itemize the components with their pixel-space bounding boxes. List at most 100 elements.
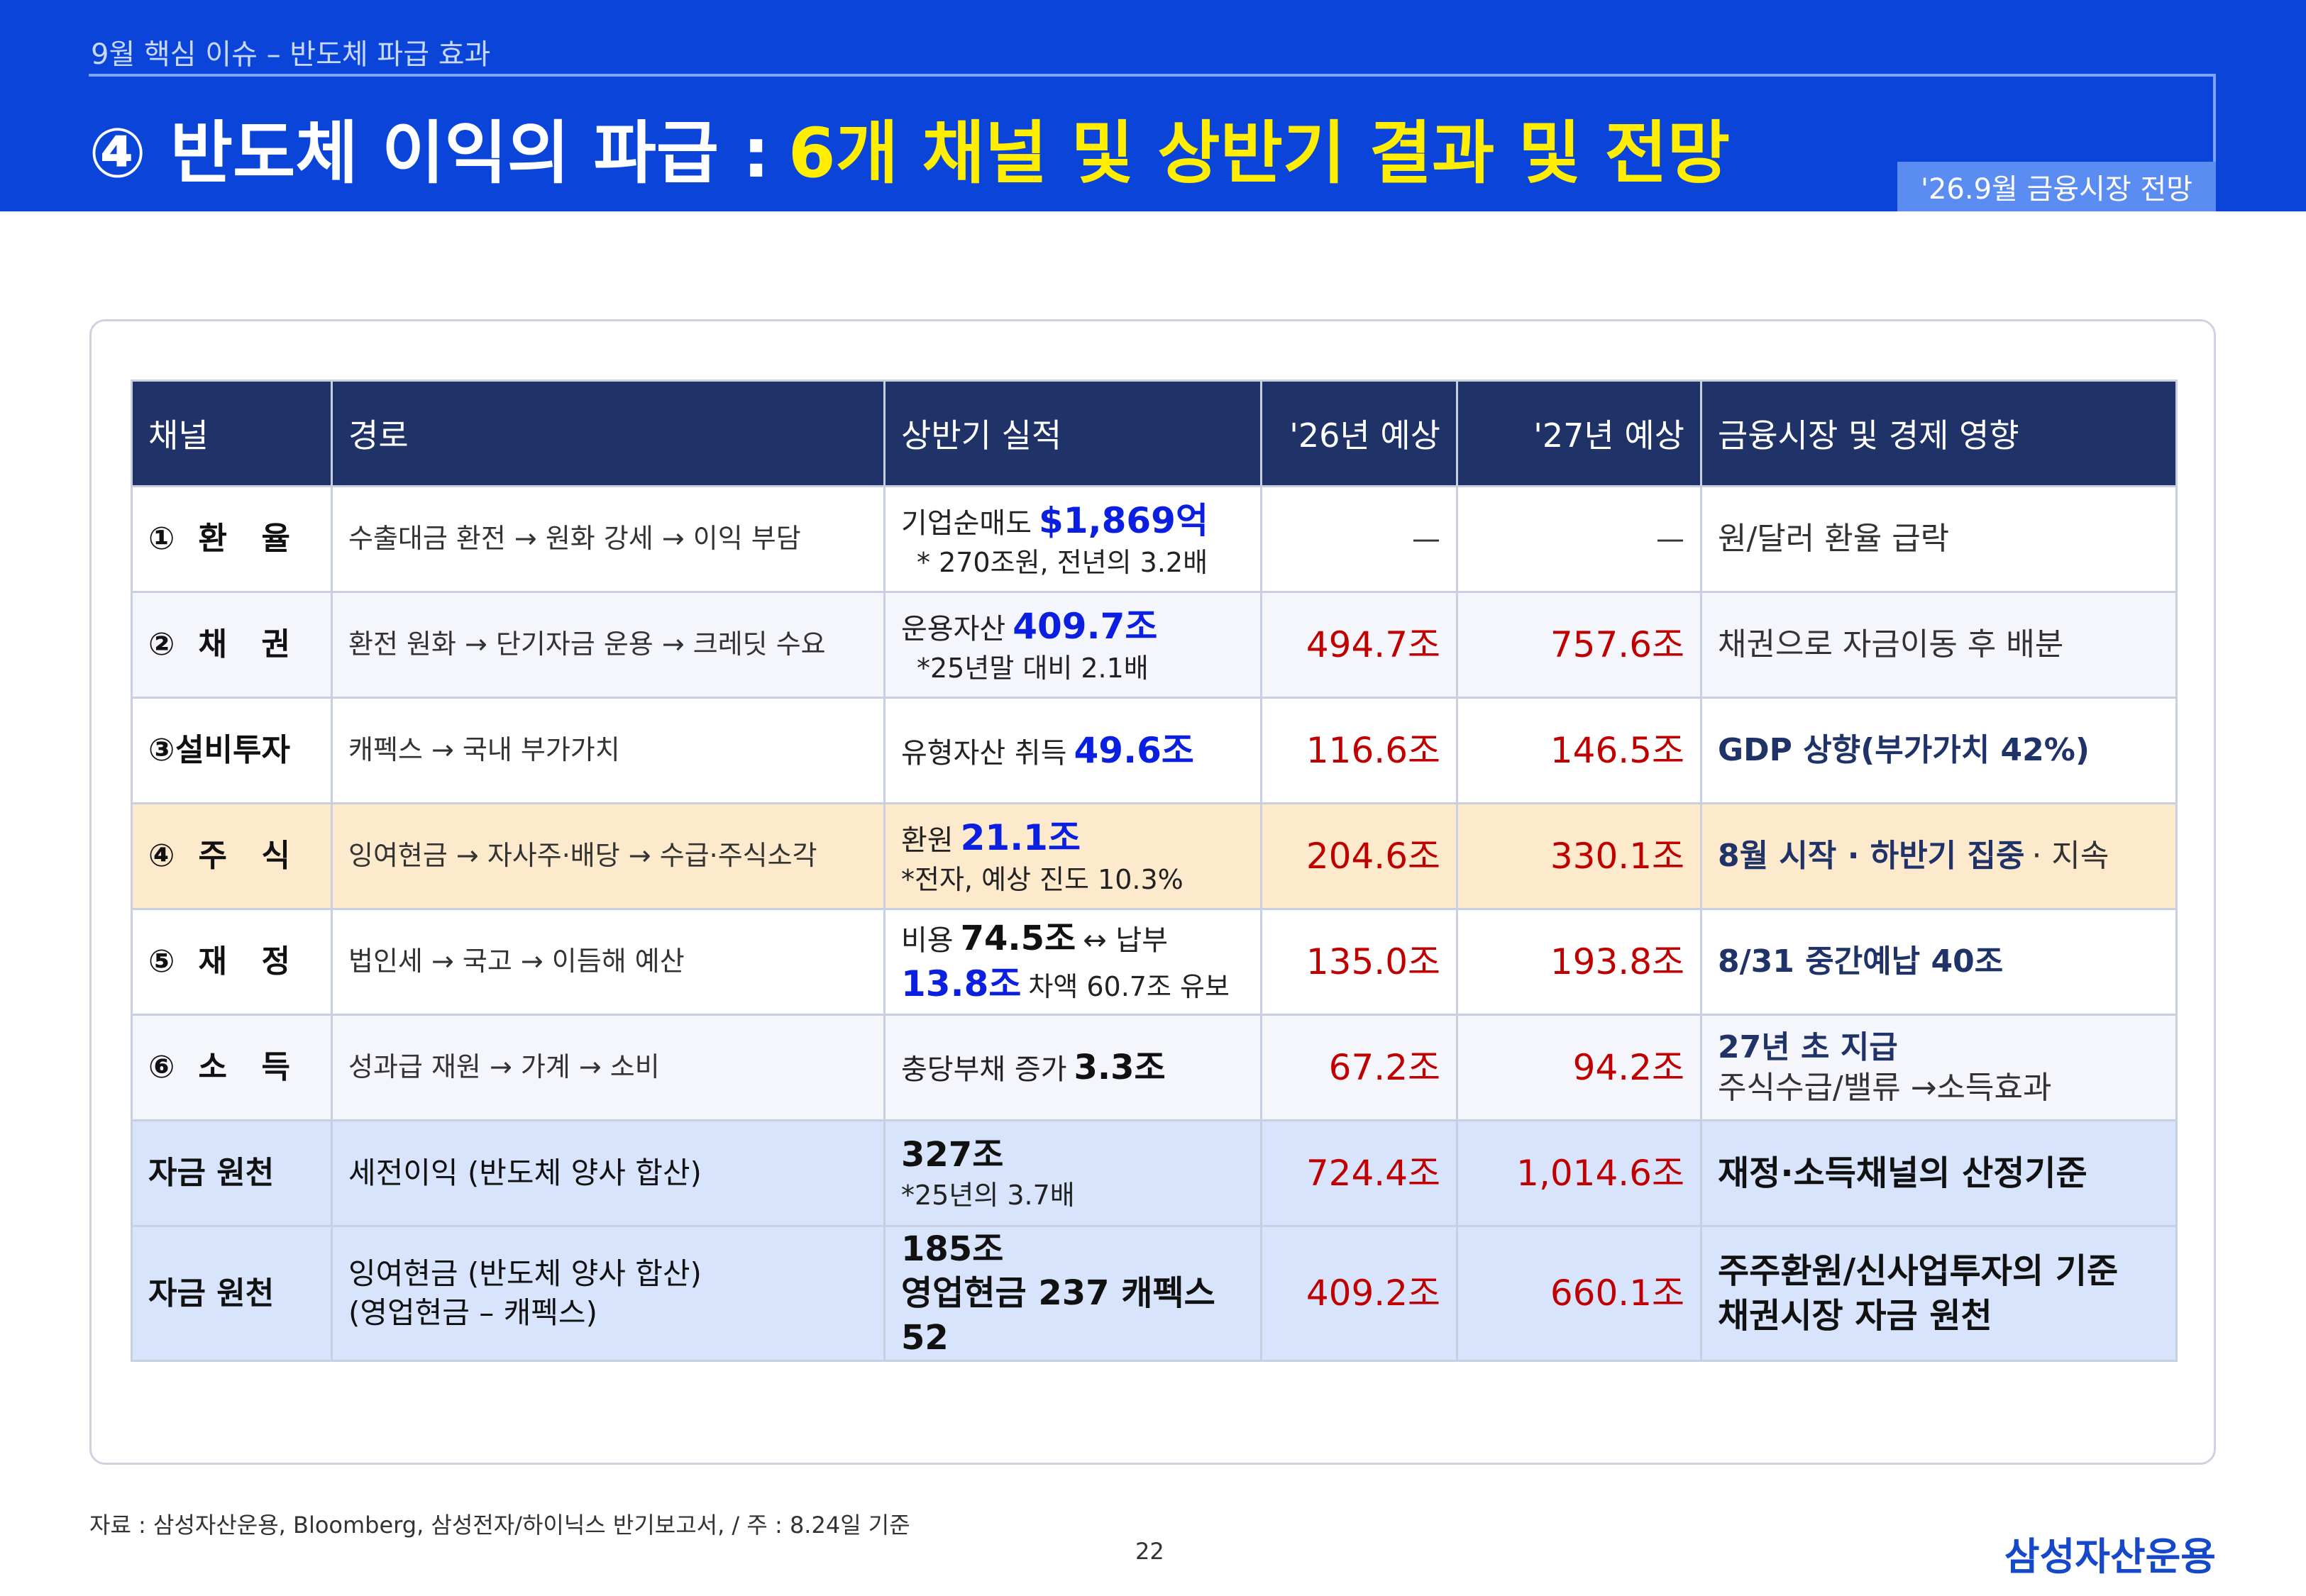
result-cell: 충당부채 증가 3.3조: [883, 1014, 1262, 1121]
channel-cell: ①환 율: [131, 485, 333, 593]
forecast-y27: 330.1조: [1456, 802, 1702, 910]
path-line: (영업현금 – 캐펙스): [348, 1295, 597, 1330]
impact-text: 주식수급/밸류 →소득효과: [1718, 1070, 2052, 1106]
path-cell: 환전 원화 → 단기자금 운용 → 크레딧 수요: [331, 591, 886, 699]
result-text: *전자, 예상 진도 10.3%: [901, 863, 1184, 895]
source: 자료 : 삼성자산운용, Bloomberg, 삼성전자/하이닉스 반기보고서,…: [89, 1512, 910, 1539]
table-row: ③설비투자 캐펙스 → 국내 부가가치 유형자산 취득 49.6조 116.6조 146.…: [131, 697, 2178, 804]
channel-cell: ⑥소 득: [131, 1014, 333, 1121]
result-text: 327조: [901, 1134, 1004, 1175]
impact-text: 8/31 중간예납 40조: [1718, 943, 2004, 980]
forecast-y27: 94.2조: [1456, 1014, 1702, 1121]
result-text: 비용: [901, 924, 954, 958]
forecast-y26: 116.6조: [1260, 697, 1458, 804]
result-text: * 270조원, 전년의 3.2배: [917, 546, 1208, 578]
result-cell: 185조 영업현금 237 캐펙스 52: [883, 1224, 1262, 1363]
result-text: 74.5조: [960, 919, 1076, 959]
forecast-y27: 1,014.6조: [1456, 1119, 1702, 1227]
path-cell: 세전이익 (반도체 양사 합산): [331, 1119, 886, 1227]
path-cell: 성과급 재원 → 가계 → 소비: [331, 1014, 886, 1121]
column-header: '26년 예상: [1260, 379, 1458, 487]
page-number: 22: [1135, 1538, 1164, 1565]
result-text: 49.6조: [1074, 729, 1194, 771]
impact-cell: 27년 초 지급 주식수급/밸류 →소득효과: [1700, 1014, 2178, 1121]
result-text: ↔ 납부: [1083, 924, 1169, 958]
result-line: 영업현금 237 캐펙스 52: [901, 1271, 1245, 1360]
badge: '26.9월 금융시장 전망: [1897, 162, 2216, 211]
channel-cell: ④주 식: [131, 802, 333, 910]
result-text: *25년의 3.7배: [901, 1180, 1075, 1212]
path-line: 잉여현금 → 자사주·배당 → 수급·주식소각: [348, 840, 817, 872]
column-header: '27년 예상: [1456, 379, 1702, 487]
result-cell: 기업순매도 $1,869억 * 270조원, 전년의 3.2배: [883, 485, 1262, 593]
result-text: 3.3조: [1074, 1047, 1166, 1087]
impact-text: 주주환원/신사업투자의 기준: [1718, 1251, 2119, 1292]
forecast-y27: 193.8조: [1456, 908, 1702, 1016]
path-cell: 잉여현금 → 자사주·배당 → 수급·주식소각: [331, 802, 886, 910]
table-row: ④주 식 잉여현금 → 자사주·배당 → 수급·주식소각 환원 21.1조 *전자, 예…: [131, 802, 2178, 910]
result-text: *25년말 대비 2.1배: [917, 652, 1149, 684]
result-text: 21.1조: [960, 816, 1081, 858]
title: ④ 반도체 이익의 파급 :6개 채널 및 상반기 결과 및 전망: [89, 98, 1730, 196]
table-row: 자금 원천 잉여현금 (반도체 양사 합산) (영업현금 – 캐펙스) 185조 영업현…: [131, 1224, 2178, 1363]
result-line: 327조: [901, 1133, 1245, 1177]
result-text: 13.8조: [901, 963, 1022, 1004]
path-cell: 수출대금 환전 → 원화 강세 → 이익 부담: [331, 485, 886, 593]
impact-cell: 원/달러 환율 급락: [1700, 485, 2178, 593]
result-cell: 환원 21.1조 *전자, 예상 진도 10.3%: [883, 802, 1262, 910]
logo: 삼성자산운용: [2004, 1534, 2216, 1579]
result-line: 유형자산 취득 49.6조: [901, 728, 1245, 774]
impact-cell: 주주환원/신사업투자의 기준 채권시장 자금 원천: [1700, 1224, 2178, 1363]
impact-text: 채권으로 자금이동 후 배분: [1718, 626, 2064, 663]
table-row: ⑥소 득 성과급 재원 → 가계 → 소비 충당부채 증가 3.3조 67.2조 94.2…: [131, 1014, 2178, 1121]
channel-cell: ②채 권: [131, 591, 333, 699]
forecast-y26: 724.4조: [1260, 1119, 1458, 1227]
channel-cell: ⑤재 정: [131, 908, 333, 1016]
forecast-y26: —: [1260, 485, 1458, 593]
forecast-y26: 494.7조: [1260, 591, 1458, 699]
forecast-y26: 204.6조: [1260, 802, 1458, 910]
path-line: 성과급 재원 → 가계 → 소비: [348, 1051, 660, 1083]
result-text: 충당부채 증가: [901, 1053, 1067, 1086]
channel-cell: ③설비투자: [131, 697, 333, 804]
column-header: 상반기 실적: [883, 379, 1262, 487]
result-cell: 비용 74.5조 ↔ 납부 13.8조 차액 60.7조 유보: [883, 908, 1262, 1016]
result-line: 충당부채 증가 3.3조: [901, 1046, 1245, 1090]
impact-text: 원/달러 환율 급락: [1718, 521, 1950, 558]
channel: ①환 율: [148, 521, 290, 558]
header-row: 채널 경로 상반기 실적 '26년 예상 '27년 예상 금융시장 및 경제 영향: [131, 379, 2178, 487]
result-line: *25년말 대비 2.1배: [901, 650, 1245, 687]
column-header: 채널: [131, 379, 333, 487]
result-text: 영업현금 237 캐펙스 52: [901, 1273, 1215, 1358]
path-line: 캐펙스 → 국내 부가가치: [348, 734, 620, 766]
channel: ⑤재 정: [148, 943, 290, 980]
result-line: *25년의 3.7배: [901, 1177, 1245, 1214]
result-line: 비용 74.5조 ↔ 납부: [901, 916, 1245, 960]
result-text: $1,869억: [1039, 499, 1208, 541]
path-line: 잉여현금 (반도체 양사 합산): [348, 1256, 702, 1291]
result-text: 기업순매도: [901, 506, 1032, 540]
result-line: 185조: [901, 1227, 1245, 1271]
impact-text: 재정·소득채널의 산정기준: [1718, 1153, 2087, 1193]
result-line: 운용자산 409.7조: [901, 604, 1245, 650]
impact-text: 8월 시작 · 하반기 집중: [1718, 838, 2025, 875]
impact-cell: 재정·소득채널의 산정기준: [1700, 1119, 2178, 1227]
impact-cell: 8/31 중간예납 40조: [1700, 908, 2178, 1016]
channel: ⑥소 득: [148, 1049, 290, 1086]
result-line: *전자, 예상 진도 10.3%: [901, 861, 1245, 898]
result-text: 유형자산 취득: [901, 736, 1067, 770]
result-line: 환원 21.1조: [901, 815, 1245, 861]
result-text: 409.7조: [1013, 605, 1158, 647]
impact-cell: GDP 상향(부가가치 42%): [1700, 697, 2178, 804]
table: 채널 경로 상반기 실적 '26년 예상 '27년 예상 금융시장 및 경제 영향 ①환 …: [131, 379, 2178, 1363]
result-line: 기업순매도 $1,869억: [901, 498, 1245, 544]
channel: ②채 권: [148, 626, 290, 663]
column-header: 금융시장 및 경제 영향: [1700, 379, 2178, 487]
path-cell: 잉여현금 (반도체 양사 합산) (영업현금 – 캐펙스): [331, 1224, 886, 1363]
title-text: ④ 반도체 이익의 파급 :: [89, 113, 770, 193]
result-line: 13.8조 차액 60.7조 유보: [901, 961, 1245, 1007]
path-line: 수출대금 환전 → 원화 강세 → 이익 부담: [348, 523, 801, 555]
impact-cell: 채권으로 자금이동 후 배분: [1700, 591, 2178, 699]
forecast-y27: —: [1456, 485, 1702, 593]
